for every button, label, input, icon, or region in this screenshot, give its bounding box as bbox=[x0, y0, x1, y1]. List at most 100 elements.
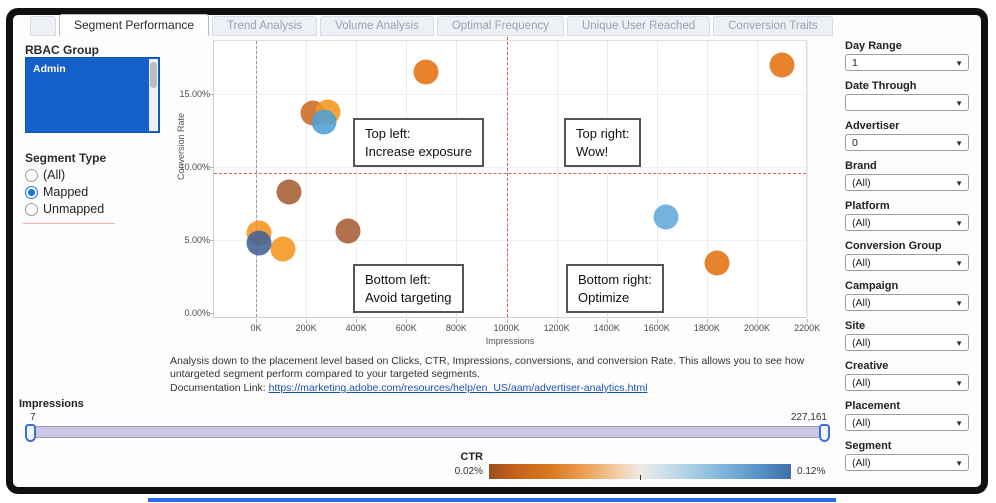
panel-separator bbox=[23, 223, 115, 224]
impressions-slider[interactable] bbox=[25, 424, 830, 442]
site-dropdown[interactable]: (All) ▼ bbox=[845, 334, 969, 351]
x-tick-label: 2000K bbox=[743, 323, 771, 333]
annotation-top-left: Top left: Increase exposure bbox=[353, 118, 484, 168]
filter-label: Day Range bbox=[845, 40, 902, 52]
rbac-item-admin[interactable]: Admin bbox=[33, 63, 66, 75]
x-tick-mark bbox=[506, 319, 508, 323]
radio-circle-icon[interactable] bbox=[25, 202, 38, 216]
filter-label: Creative bbox=[845, 360, 889, 372]
data-point[interactable] bbox=[413, 59, 439, 85]
annotation-line: Increase exposure bbox=[365, 143, 472, 159]
description-text: Analysis down to the placement level bas… bbox=[170, 355, 832, 395]
x-tick-mark bbox=[807, 319, 809, 323]
documentation-link[interactable]: https://marketing.adobe.com/resources/he… bbox=[268, 381, 648, 394]
x-tick-mark bbox=[757, 319, 758, 323]
filter-advertiser: Advertiser 0 ▼ bbox=[845, 120, 969, 151]
filter-value: (All) bbox=[852, 256, 871, 269]
chevron-down-icon: ▼ bbox=[955, 179, 963, 188]
annotation-top-right: Top right: Wow! bbox=[564, 118, 642, 168]
gridline-vertical bbox=[306, 41, 308, 317]
slider-handle-min[interactable] bbox=[25, 424, 36, 442]
filter-label: Site bbox=[845, 320, 866, 332]
slider-handle-max[interactable] bbox=[819, 424, 830, 442]
filter-value: 1 bbox=[852, 56, 858, 69]
plot-area[interactable]: 0K 200K 400K 600K 800K 1000K 1200K 1400K 1600K 18… bbox=[179, 37, 820, 346]
radio-mapped[interactable]: Mapped bbox=[25, 184, 104, 200]
y-tick-mark bbox=[210, 313, 214, 314]
chevron-down-icon: ▼ bbox=[955, 299, 963, 308]
radio-circle-selected-icon[interactable] bbox=[25, 185, 38, 199]
ctr-legend-min: 0.02% bbox=[454, 466, 483, 477]
ctr-gradient-bar[interactable] bbox=[489, 464, 791, 480]
documentation-link-label: Documentation Link: bbox=[170, 381, 269, 394]
filter-segment: Segment (All) ▼ bbox=[845, 440, 969, 471]
data-point[interactable] bbox=[276, 179, 302, 205]
data-point[interactable] bbox=[246, 230, 271, 256]
x-tick-label: 1600K bbox=[643, 323, 670, 333]
rbac-group-list[interactable]: Admin bbox=[25, 57, 160, 133]
rbac-scrollbar[interactable] bbox=[149, 59, 158, 131]
reference-line-conversion-rate bbox=[214, 172, 806, 174]
platform-dropdown[interactable]: (All) ▼ bbox=[845, 214, 969, 231]
gridline-vertical bbox=[757, 41, 758, 317]
radio-circle-icon[interactable] bbox=[25, 168, 38, 182]
radio-unmapped[interactable]: Unmapped bbox=[25, 201, 104, 217]
tab-conversion-traits[interactable]: Conversion Traits bbox=[713, 16, 833, 36]
radio-label: Mapped bbox=[43, 185, 89, 199]
x-tick-label: 400K bbox=[345, 323, 367, 333]
campaign-dropdown[interactable]: (All) ▼ bbox=[845, 294, 969, 311]
placement-dropdown[interactable]: (All) ▼ bbox=[845, 414, 969, 431]
y-tick-label: 15.00% bbox=[179, 89, 210, 99]
annotation-line: Avoid targeting bbox=[365, 289, 452, 305]
segment-type-title: Segment Type bbox=[25, 151, 107, 165]
filter-label: Segment bbox=[845, 440, 892, 452]
x-axis-title: Impressions bbox=[485, 336, 535, 346]
date-through-dropdown[interactable]: ▼ bbox=[845, 94, 969, 111]
y-tick-label: 0.00% bbox=[184, 308, 210, 318]
day-range-dropdown[interactable]: 1 ▼ bbox=[845, 54, 969, 71]
chevron-down-icon: ▼ bbox=[955, 259, 963, 268]
conversion-group-dropdown[interactable]: (All) ▼ bbox=[845, 254, 969, 271]
ctr-legend-max: 0.12% bbox=[797, 466, 826, 477]
filter-day-range: Day Range 1 ▼ bbox=[845, 40, 969, 71]
reference-line-impressions bbox=[506, 37, 508, 317]
advertiser-dropdown[interactable]: 0 ▼ bbox=[845, 134, 969, 151]
gridline-vertical bbox=[556, 41, 558, 317]
segment-dropdown[interactable]: (All) ▼ bbox=[845, 454, 969, 471]
tab-trend-analysis[interactable]: Trend Analysis bbox=[212, 16, 318, 36]
tab-stub[interactable] bbox=[30, 16, 56, 36]
x-tick-label: 1000K bbox=[493, 323, 520, 333]
creative-dropdown[interactable]: (All) ▼ bbox=[845, 374, 969, 391]
tab-volume-analysis[interactable]: Volume Analysis bbox=[320, 16, 434, 36]
tab-unique-user-reached[interactable]: Unique User Reached bbox=[566, 16, 711, 36]
gridline-vertical bbox=[656, 41, 658, 317]
data-point[interactable] bbox=[769, 52, 795, 78]
x-tick-label: 800K bbox=[445, 323, 467, 333]
filter-label: Brand bbox=[845, 160, 877, 172]
data-point[interactable] bbox=[704, 250, 730, 276]
data-point[interactable] bbox=[335, 218, 361, 244]
brand-dropdown[interactable]: (All) ▼ bbox=[845, 174, 969, 191]
gridline-vertical bbox=[706, 41, 708, 317]
filter-label: Advertiser bbox=[845, 120, 900, 132]
annotation-line: Optimize bbox=[578, 289, 630, 305]
data-point[interactable] bbox=[311, 109, 337, 135]
reference-line-zero bbox=[256, 41, 257, 317]
chevron-down-icon: ▼ bbox=[955, 99, 963, 108]
x-tick-label: 200K bbox=[295, 323, 317, 333]
filter-value: (All) bbox=[852, 376, 871, 389]
radio-label: (All) bbox=[43, 168, 66, 182]
y-tick-mark bbox=[210, 240, 214, 241]
radio-label: Unmapped bbox=[43, 202, 105, 216]
annotation-bottom-right: Bottom right: Optimize bbox=[566, 264, 664, 314]
rbac-scrollbar-thumb[interactable] bbox=[150, 62, 157, 88]
filter-label: Date Through bbox=[845, 80, 917, 92]
data-point[interactable] bbox=[653, 204, 679, 230]
gridline-vertical bbox=[406, 41, 408, 317]
data-point[interactable] bbox=[270, 236, 296, 262]
radio-all[interactable]: (All) bbox=[25, 167, 104, 183]
filter-creative: Creative (All) ▼ bbox=[845, 360, 969, 391]
tab-optimal-frequency[interactable]: Optimal Frequency bbox=[436, 16, 564, 36]
chevron-down-icon: ▼ bbox=[955, 339, 963, 348]
tab-segment-performance[interactable]: Segment Performance bbox=[59, 14, 210, 36]
